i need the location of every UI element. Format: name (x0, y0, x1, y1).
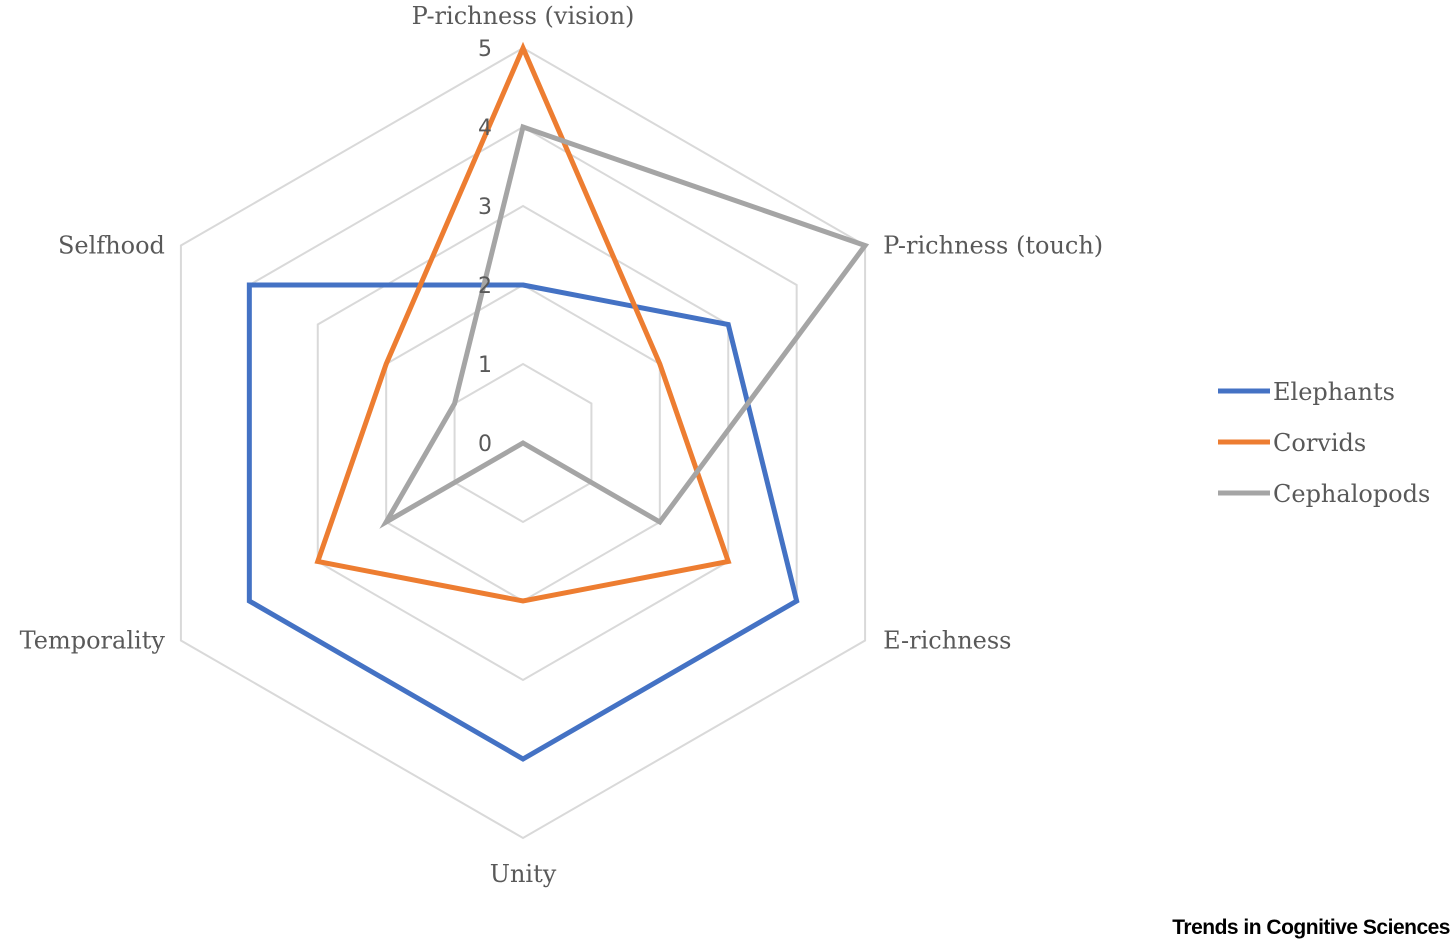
chart-legend: Elephants Corvids Cephalopods (1218, 378, 1430, 508)
tick-label: 5 (478, 37, 492, 62)
legend-label: Cephalopods (1273, 480, 1430, 508)
axis-label: P-richness (touch) (883, 232, 1103, 260)
tick-label: 1 (478, 353, 492, 378)
legend-item-elephants: Elephants (1218, 378, 1395, 406)
radar-axis-labels: P-richness (vision) P-richness (touch) E-r… (20, 2, 1104, 888)
tick-label: 3 (478, 195, 492, 220)
series-corvids-line (314, 41, 732, 604)
series-cephalopods-line (379, 123, 870, 529)
axis-label: Unity (490, 860, 557, 888)
axis-label: Temporality (20, 627, 166, 655)
series-elephants-line (246, 282, 800, 762)
tick-label: 4 (478, 116, 492, 141)
tick-label: 2 (478, 274, 492, 299)
legend-item-corvids: Corvids (1218, 429, 1366, 457)
radar-series (246, 41, 870, 762)
axis-label: P-richness (vision) (412, 2, 635, 30)
axis-label: Selfhood (58, 232, 165, 260)
legend-label: Elephants (1273, 378, 1395, 406)
legend-label: Corvids (1273, 429, 1366, 457)
legend-item-cephalopods: Cephalopods (1218, 480, 1430, 508)
radar-tick-labels: 0 1 2 3 4 5 (478, 37, 492, 457)
tick-label: 0 (478, 432, 492, 457)
source-credit: Trends in Cognitive Sciences (1172, 916, 1450, 939)
axis-label: E-richness (883, 627, 1011, 655)
